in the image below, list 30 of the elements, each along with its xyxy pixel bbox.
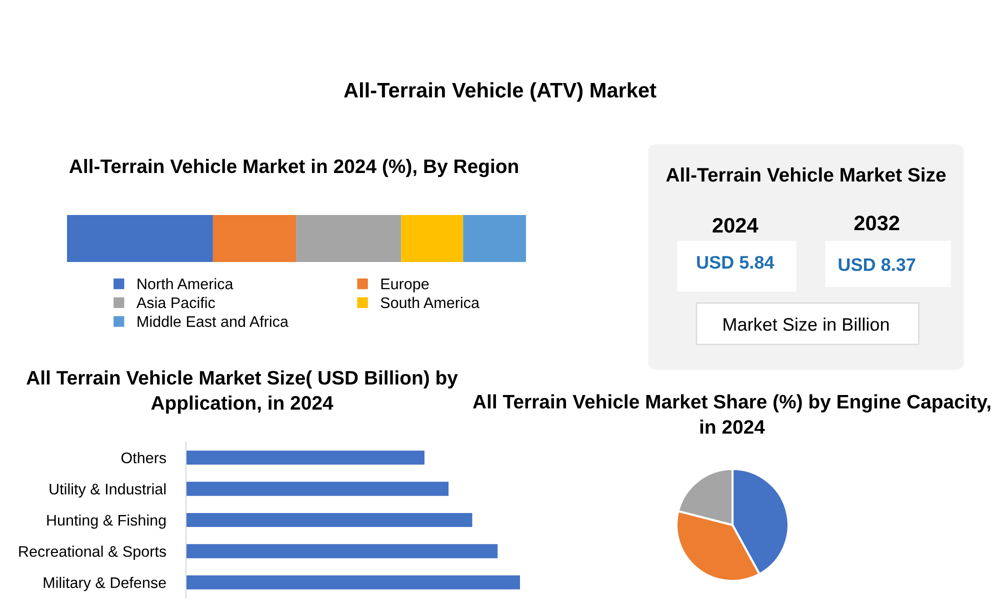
bar: [401, 215, 464, 262]
y-tick-label: Military & Defense: [44, 576, 166, 592]
bar: [212, 215, 296, 262]
y-tick-label: Others: [121, 452, 166, 464]
bar: [67, 215, 213, 262]
text: USD 5.84: [697, 256, 774, 269]
bar: [186, 512, 472, 528]
y-tick-label: Hunting & Fishing: [47, 514, 166, 529]
chart-title: All-Terrain Vehicle Market in 2024 (%), By Region: [69, 158, 518, 178]
chart-title: All Terrain Vehicle Market Share (%) by Engine Capacity, in 2024: [472, 394, 990, 434]
y-tick-label: Utility & Industrial: [50, 483, 166, 498]
text: USD 8.37: [838, 258, 916, 272]
chart-title: All Terrain Vehicle Market Size( USD Billion) by Application, in 2024: [26, 370, 458, 414]
text: All-Terrain Vehicle (ATV) Market: [344, 82, 656, 102]
legend-label: Asia Pacific: [136, 296, 216, 308]
text: 2024: [712, 218, 758, 233]
legend-label: Europe: [381, 278, 429, 292]
text: All-Terrain Vehicle Market Size: [666, 167, 946, 182]
bar: [186, 482, 449, 496]
bar: [186, 450, 424, 465]
text: Market Size in Billion: [724, 318, 889, 331]
bar: [296, 215, 402, 262]
legend-label: North America: [138, 278, 234, 290]
bar: [463, 215, 526, 262]
y-tick-label: Recreational & Sports: [19, 546, 166, 560]
bar: [186, 575, 520, 590]
bar: [186, 544, 498, 558]
text: 2032: [854, 216, 900, 230]
legend-label: Middle East and Africa: [138, 316, 288, 327]
legend-label: South America: [380, 296, 480, 308]
